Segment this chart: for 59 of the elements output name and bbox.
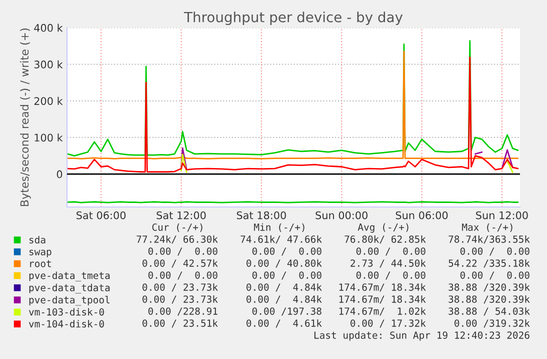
text: 0.00 / 0.00 [356, 247, 426, 256]
text: 0.00 / 0.00 [460, 271, 530, 280]
text: 0.00 / 0.00 [148, 247, 218, 256]
text: Last update: Sun Apr 19 12:40:23 2026 [314, 331, 530, 341]
text: 0.00 / 17.32k [350, 319, 426, 328]
text: 0.00 /319.32k [454, 319, 530, 328]
x-tick-label: Sat 12:00 [156, 211, 206, 220]
text: 78.74k/363.55k [448, 235, 530, 244]
legend-label: swap [29, 250, 52, 258]
legend-label: sda [29, 236, 46, 244]
text: 174.67m/ 18.34k [339, 295, 426, 304]
text: Max (-/+) [462, 223, 512, 232]
text: 74.61k/ 47.66k [240, 235, 322, 244]
text: 174.67m/ 1.02k [339, 307, 426, 316]
text: 0.00 / 0.00 [460, 247, 530, 256]
legend-label: pve-data_tpool [29, 296, 110, 306]
text: 0.00 / 42.57k [142, 259, 218, 268]
text: 0.00 / 23.73k [142, 295, 218, 304]
text: 38.88 / 54.03k [448, 307, 530, 316]
text: 0.00 / 0.00 [148, 271, 218, 280]
y-tick-label: 400 k [34, 24, 63, 32]
legend-label: root [30, 260, 51, 268]
text: 76.80k/ 62.85k [344, 235, 426, 244]
text: 0.00 / 40.80k [246, 259, 322, 268]
text: 54.22 /335.18k [448, 259, 530, 268]
chart-title: Throughput per device - by day [184, 12, 403, 26]
text: Avg (-/+) [358, 223, 408, 233]
legend-label: pve-data_tdata [29, 284, 110, 294]
line-series [67, 56, 519, 173]
x-tick-label: Sat 06:00 [76, 211, 126, 220]
legend-label: vm-104-disk-0 [28, 320, 104, 328]
legend-label: vm-103-disk-0 [28, 308, 104, 316]
text: 38.88 /320.39k [448, 295, 530, 304]
text: 0.00 /197.38 [252, 307, 322, 316]
text: 0.00 / 4.84k [246, 295, 322, 304]
text: 0.00 / 0.00 [356, 271, 426, 280]
text: 0.00 / 4.61k [246, 319, 322, 328]
text: 0.00 / 0.00 [252, 247, 322, 256]
y-tick-label: 0 [56, 170, 62, 178]
y-tick-label: 300 k [34, 60, 63, 68]
legend-label: pve-data_tmeta [29, 272, 110, 282]
text: 38.88 /320.39k [448, 283, 530, 292]
x-tick-label: Sun 06:00 [396, 211, 448, 220]
text: 0.00 /228.91 [148, 307, 218, 316]
x-tick-label: Sat 18:00 [236, 211, 286, 220]
y-tick-label: 200 k [34, 96, 63, 105]
text: 0.00 / 4.84k [246, 283, 322, 292]
text: Cur (-/+) [152, 223, 202, 232]
text: 2.73 / 44.50k [350, 259, 426, 268]
x-tick-label: Sun 00:00 [316, 211, 368, 220]
text: 0.00 / 23.51k [142, 319, 218, 328]
x-tick-label: Sun 12:00 [476, 211, 528, 220]
y-tick-label: 100 k [34, 134, 63, 142]
text: 174.67m/ 18.34k [339, 283, 426, 292]
y-axis-title: Bytes/second read (-) / write (+) [20, 28, 31, 206]
text: 0.00 / 0.00 [252, 271, 322, 280]
text: 77.24k/ 66.30k [136, 235, 218, 244]
text: Min (-/+) [254, 223, 304, 232]
text: 0.00 / 23.73k [142, 283, 218, 292]
